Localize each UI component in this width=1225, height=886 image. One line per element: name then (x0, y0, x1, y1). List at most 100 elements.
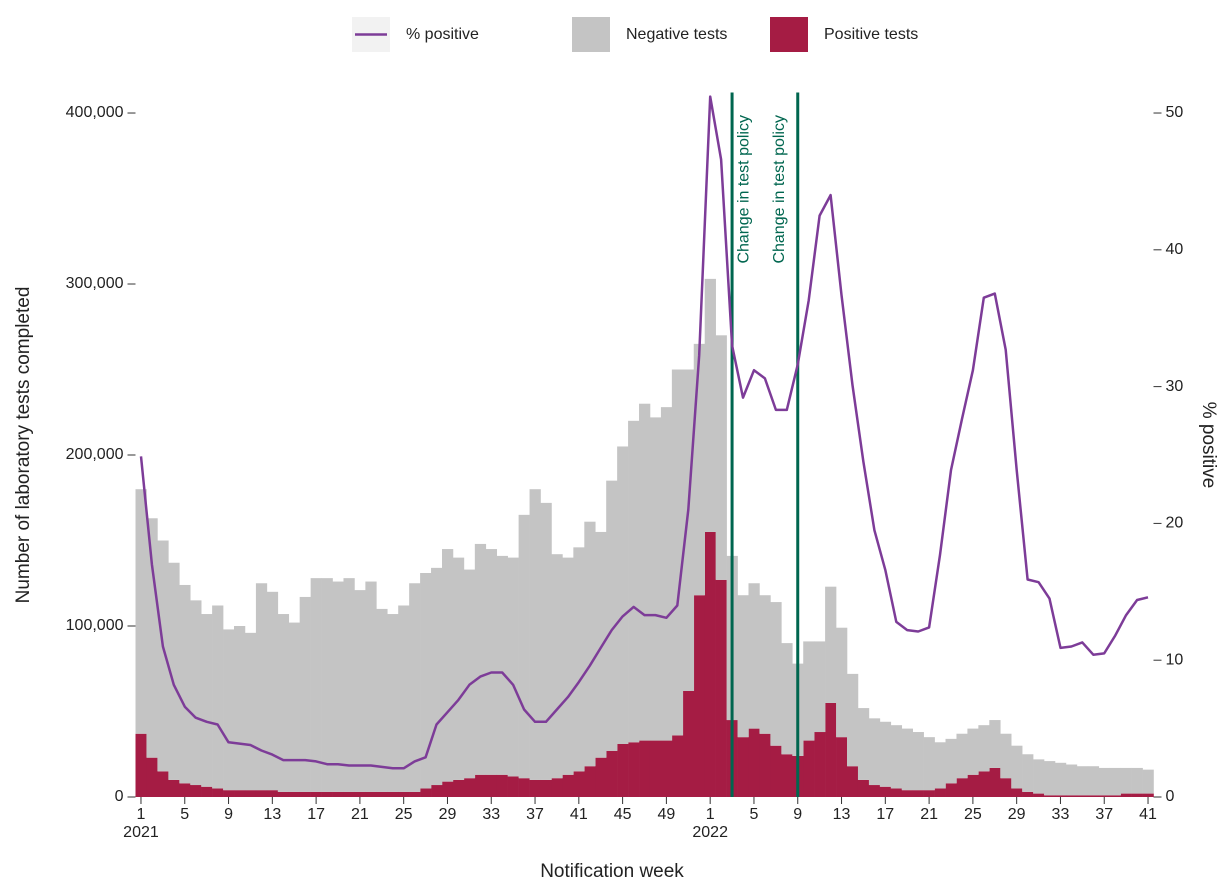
bar (474, 543, 487, 775)
bar (956, 778, 968, 797)
bar (847, 766, 859, 797)
bar (157, 771, 169, 797)
bar (168, 779, 180, 797)
bar (715, 579, 727, 797)
bar (879, 721, 892, 787)
bar (474, 774, 487, 797)
x-tick-label: 25 (964, 806, 982, 823)
line (139, 95, 1149, 770)
bar (868, 718, 881, 786)
bar (1120, 793, 1132, 797)
bar (1109, 795, 1121, 797)
bar (135, 489, 147, 734)
bar (748, 728, 760, 797)
x-tick-label: 1 (706, 806, 715, 823)
bar (606, 750, 618, 797)
bar (814, 641, 826, 733)
bar (1000, 778, 1012, 797)
legend-key (572, 17, 610, 52)
bar (518, 514, 530, 779)
x-tick-label: 37 (1095, 806, 1113, 823)
bar (660, 407, 673, 741)
bar (978, 725, 990, 772)
bar (1120, 767, 1132, 794)
bar (1011, 745, 1023, 789)
x-tick-label: 9 (793, 806, 802, 823)
bar (496, 774, 508, 797)
y-axis-label: Number of laboratory tests completed (13, 287, 34, 604)
bar (649, 417, 662, 741)
bar (365, 791, 377, 797)
bar (529, 779, 541, 797)
bar (737, 595, 749, 738)
bar (168, 562, 180, 780)
bar (266, 790, 279, 797)
bar (682, 369, 695, 691)
bar (255, 790, 268, 797)
bar (244, 632, 257, 791)
bar (1022, 791, 1034, 797)
bar (704, 278, 716, 532)
bar (507, 557, 519, 777)
bar (179, 584, 191, 784)
bar (628, 420, 640, 743)
y-tick-label: 0 (115, 788, 124, 805)
bar (212, 605, 224, 789)
bar (562, 557, 574, 775)
x-tick-label: 25 (395, 806, 413, 823)
bar (1098, 795, 1111, 797)
x-tick-label: 9 (224, 806, 233, 823)
bar (1033, 793, 1045, 797)
bar (912, 732, 924, 791)
bar (693, 595, 706, 797)
bar (1142, 769, 1154, 794)
bar (967, 774, 979, 797)
bar (901, 728, 913, 791)
bar (989, 767, 1001, 797)
bar (540, 779, 552, 797)
bar (1131, 767, 1143, 794)
bar (277, 614, 290, 792)
bar (737, 737, 749, 797)
bar (639, 403, 651, 741)
bar (1000, 733, 1012, 779)
x-tick-label: 21 (920, 806, 938, 823)
x-tick-label: 29 (1008, 806, 1026, 823)
bar (1076, 795, 1089, 797)
bar (518, 778, 530, 797)
x-tick-label: 29 (439, 806, 457, 823)
bar (310, 791, 322, 797)
bar (595, 531, 607, 758)
bar (945, 783, 957, 797)
bar (551, 778, 563, 797)
y-tick-label: 300,000 (66, 275, 124, 292)
bar (1022, 754, 1034, 792)
bar (146, 518, 158, 758)
bar (715, 335, 727, 580)
bar (354, 791, 366, 797)
x-tick-label: 5 (750, 806, 759, 823)
bar (321, 791, 333, 797)
bar (1044, 761, 1056, 796)
y-tick-label: 200,000 (66, 446, 124, 463)
bar (606, 480, 618, 751)
bar (343, 791, 355, 797)
bar (485, 549, 498, 775)
bar (431, 785, 443, 797)
annotation: Change in test policy (771, 115, 788, 264)
bar (671, 735, 684, 797)
bar (332, 791, 344, 797)
x-group-label: 2021 (123, 824, 159, 841)
legend-label: % positive (406, 26, 479, 43)
bar (1044, 795, 1056, 797)
legend-key (770, 17, 808, 52)
y2-tick-label: 10 (1166, 651, 1184, 668)
bar (387, 614, 399, 792)
bar (551, 554, 563, 779)
bar (321, 578, 333, 792)
bar (857, 708, 870, 780)
bar (989, 720, 1001, 768)
bar (649, 740, 662, 797)
bar (759, 595, 771, 734)
x-tick-label: 41 (570, 806, 588, 823)
